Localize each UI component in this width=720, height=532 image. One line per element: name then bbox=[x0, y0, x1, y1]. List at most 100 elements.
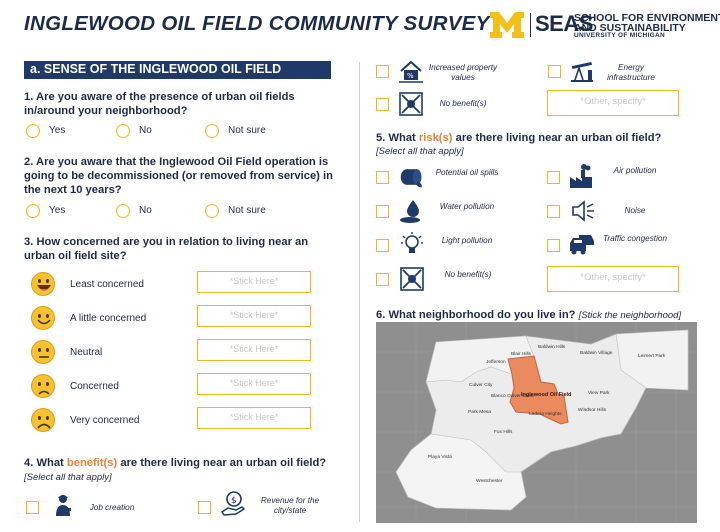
map-label-view-park: View Park bbox=[588, 391, 610, 396]
neighborhood-map[interactable]: Inglewood Oil Field Baldwin Hills Baldwi… bbox=[376, 322, 697, 523]
concern-level-2: A little concerned bbox=[70, 313, 147, 324]
lightbulb-icon bbox=[401, 232, 423, 253]
q1-option-yes: Yes bbox=[49, 125, 66, 136]
q2-option-not-sure: Not sure bbox=[228, 205, 266, 216]
q4-label-revenue: Revenue for the city/state bbox=[260, 496, 320, 515]
map-label-oil-field: Inglewood Oil Field bbox=[521, 392, 572, 398]
crossed-out-icon bbox=[400, 267, 424, 291]
crossed-out-icon bbox=[399, 92, 423, 116]
stick-here-box-2[interactable]: *Stick Here* bbox=[197, 305, 311, 327]
q4-note: [Select all that apply] bbox=[24, 472, 112, 483]
map-label-blanco-culver-crest: Blanco Culver Crest bbox=[491, 394, 534, 399]
q1-option-not-sure: Not sure bbox=[228, 125, 266, 136]
stick-here-box-1[interactable]: *Stick Here* bbox=[197, 271, 311, 293]
q5-prefix: 5. What bbox=[376, 132, 419, 144]
q4-highlight: benefit(s) bbox=[66, 457, 118, 469]
michigan-m-logo bbox=[490, 12, 524, 38]
q5-label-no-benefit: No benefit(s) bbox=[444, 270, 492, 279]
map-label-baldwin-village: Baldwin Village bbox=[580, 351, 613, 356]
q5-checkbox-oil-spills[interactable] bbox=[376, 171, 389, 184]
q5-suffix: are there living near an urban oil field… bbox=[452, 132, 662, 144]
university-name: UNIVERSITY OF MICHIGAN bbox=[574, 32, 665, 39]
q4-checkbox-energy-infrastructure[interactable] bbox=[548, 65, 561, 78]
q4-checkbox-no-benefit[interactable] bbox=[376, 98, 389, 111]
q1-radio-no[interactable] bbox=[116, 124, 130, 138]
question-1: 1. Are you aware of the presence of urba… bbox=[24, 91, 295, 117]
question-3: 3. How concerned are you in relation to … bbox=[24, 236, 309, 262]
house-value-icon: % bbox=[399, 60, 423, 83]
q2-radio-yes[interactable] bbox=[26, 204, 40, 218]
q2-option-no: No bbox=[139, 205, 152, 216]
q1-radio-not-sure[interactable] bbox=[205, 124, 219, 138]
cars-icon bbox=[570, 235, 594, 255]
concern-level-5: Very concerned bbox=[70, 415, 140, 426]
speaker-icon bbox=[572, 200, 594, 222]
map-label-culver-city: Culver City bbox=[469, 383, 493, 388]
q1-radio-yes[interactable] bbox=[26, 124, 40, 138]
seas-logo-text: SEAS bbox=[535, 11, 593, 36]
map-label-jefferson: Jefferson bbox=[486, 360, 506, 365]
question-5: 5. What risk(s) are there living near an… bbox=[376, 131, 706, 145]
q4-label-no-benefit: No benefit(s) bbox=[439, 99, 487, 108]
q4-checkbox-property-values[interactable] bbox=[376, 65, 389, 78]
excited-face-icon bbox=[31, 272, 55, 296]
map-label-fox-hills: Fox Hills bbox=[494, 430, 513, 435]
q5-label-traffic: Traffic congestion bbox=[602, 234, 667, 243]
money-hand-icon: $ bbox=[220, 491, 246, 516]
q5-label-oil-spills: Potential oil spills bbox=[435, 168, 499, 177]
q4-suffix: are there living near an urban oil field… bbox=[117, 457, 327, 469]
question-2: 2. Are you aware that the Inglewood Oil … bbox=[24, 156, 333, 196]
q4-label-property-values: Increased property values bbox=[428, 63, 498, 82]
q5-label-noise: Noise bbox=[624, 206, 646, 215]
q5-checkbox-air-pollution[interactable] bbox=[547, 171, 560, 184]
map-label-leimert-park: Leimert Park bbox=[638, 354, 666, 359]
question-4: 4. What benefit(s) are there living near… bbox=[24, 456, 344, 485]
q4-label-job-creation: Job creation bbox=[89, 503, 135, 512]
survey-title: INGLEWOOD OIL FIELD COMMUNITY SURVEY bbox=[24, 12, 490, 35]
q2-option-yes: Yes bbox=[49, 205, 66, 216]
q5-label-light-pollution: Light pollution bbox=[441, 236, 493, 245]
svg-text:$: $ bbox=[231, 496, 237, 506]
q1-option-no: No bbox=[139, 125, 152, 136]
q5-other-field[interactable]: *Other, specify* bbox=[547, 266, 679, 292]
q2-radio-not-sure[interactable] bbox=[205, 204, 219, 218]
q5-checkbox-traffic[interactable] bbox=[547, 239, 560, 252]
factory-icon bbox=[570, 164, 592, 188]
column-divider bbox=[359, 62, 360, 522]
school-name-line2: AND SUSTAINABILITY bbox=[574, 22, 686, 34]
q5-note: [Select all that apply] bbox=[376, 146, 464, 157]
concern-level-4: Concerned bbox=[70, 381, 119, 392]
q5-checkbox-noise[interactable] bbox=[547, 205, 560, 218]
stick-here-box-3[interactable]: *Stick Here* bbox=[197, 339, 311, 361]
worker-icon bbox=[56, 495, 71, 516]
frowning-face-icon bbox=[31, 408, 55, 432]
q4-checkbox-job-creation[interactable] bbox=[26, 501, 39, 514]
q5-highlight: risk(s) bbox=[418, 132, 453, 144]
q4-label-energy-infrastructure: Energy infrastructure bbox=[607, 63, 655, 82]
map-label-westchester: Westchester bbox=[476, 479, 503, 484]
q4-checkbox-revenue[interactable] bbox=[198, 501, 211, 514]
q6-note: [Stick the neighborhood] bbox=[578, 310, 682, 321]
smiling-face-icon bbox=[31, 306, 55, 330]
worried-face-icon bbox=[31, 374, 55, 398]
stick-here-box-5[interactable]: *Stick Here* bbox=[197, 407, 311, 429]
q4-prefix: 4. What bbox=[24, 457, 67, 469]
logo-divider bbox=[530, 13, 531, 37]
q5-checkbox-water-pollution[interactable] bbox=[376, 205, 389, 218]
question-6: 6. What neighborhood do you live in? [St… bbox=[376, 308, 706, 323]
map-label-ladera-heights: Ladera Heights bbox=[529, 412, 562, 417]
concern-level-1: Least concerned bbox=[70, 279, 144, 290]
q4-other-field[interactable]: *Other, specify* bbox=[547, 90, 679, 116]
water-drop-icon bbox=[400, 200, 420, 223]
neutral-face-icon bbox=[31, 340, 55, 364]
map-label-park-mesa: Park Mesa bbox=[468, 410, 491, 415]
q5-checkbox-light-pollution[interactable] bbox=[376, 239, 389, 252]
oil-pump-icon bbox=[571, 61, 593, 82]
map-label-blair-hills: Blair Hills bbox=[511, 352, 531, 357]
map-label-windsor-hills: Windsor Hills bbox=[578, 408, 606, 413]
q2-radio-no[interactable] bbox=[116, 204, 130, 218]
map-shapes bbox=[376, 322, 697, 523]
stick-here-box-4[interactable]: *Stick Here* bbox=[197, 373, 311, 395]
q5-checkbox-no-benefit[interactable] bbox=[376, 273, 389, 286]
q5-label-water-pollution: Water pollution bbox=[439, 202, 495, 211]
